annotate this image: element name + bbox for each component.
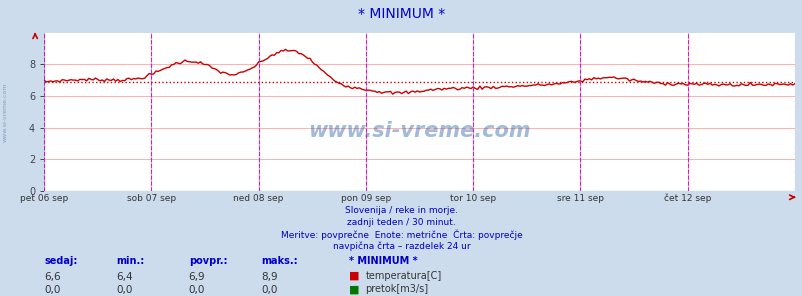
Text: pon 09 sep: pon 09 sep bbox=[340, 194, 391, 203]
Text: sedaj:: sedaj: bbox=[44, 256, 78, 266]
Text: * MINIMUM *: * MINIMUM * bbox=[358, 7, 444, 21]
Text: www.si-vreme.com: www.si-vreme.com bbox=[2, 83, 7, 142]
Text: temperatura[C]: temperatura[C] bbox=[365, 271, 441, 281]
Text: povpr.:: povpr.: bbox=[188, 256, 227, 266]
Text: pretok[m3/s]: pretok[m3/s] bbox=[365, 284, 428, 294]
Text: 0,0: 0,0 bbox=[188, 285, 205, 295]
Text: 0,0: 0,0 bbox=[44, 285, 60, 295]
Text: 6,6: 6,6 bbox=[44, 272, 61, 282]
Text: sob 07 sep: sob 07 sep bbox=[127, 194, 176, 203]
Text: * MINIMUM *: * MINIMUM * bbox=[349, 256, 417, 266]
Text: ■: ■ bbox=[349, 271, 359, 281]
Text: 6,9: 6,9 bbox=[188, 272, 205, 282]
Text: min.:: min.: bbox=[116, 256, 144, 266]
Text: zadnji teden / 30 minut.: zadnji teden / 30 minut. bbox=[346, 218, 456, 226]
Text: 6,4: 6,4 bbox=[116, 272, 133, 282]
Text: sre 11 sep: sre 11 sep bbox=[557, 194, 603, 203]
Text: 0,0: 0,0 bbox=[116, 285, 132, 295]
Text: Meritve: povprečne  Enote: metrične  Črta: povprečje: Meritve: povprečne Enote: metrične Črta:… bbox=[280, 229, 522, 240]
Text: 8,9: 8,9 bbox=[261, 272, 277, 282]
Text: čet 12 sep: čet 12 sep bbox=[663, 194, 711, 203]
Text: Slovenija / reke in morje.: Slovenija / reke in morje. bbox=[345, 206, 457, 215]
Text: navpična črta – razdelek 24 ur: navpična črta – razdelek 24 ur bbox=[332, 241, 470, 251]
Text: pet 06 sep: pet 06 sep bbox=[20, 194, 68, 203]
Text: ned 08 sep: ned 08 sep bbox=[233, 194, 284, 203]
Text: tor 10 sep: tor 10 sep bbox=[450, 194, 496, 203]
Text: ■: ■ bbox=[349, 284, 359, 294]
Text: maks.:: maks.: bbox=[261, 256, 298, 266]
Text: 0,0: 0,0 bbox=[261, 285, 277, 295]
Text: www.si-vreme.com: www.si-vreme.com bbox=[308, 121, 530, 141]
